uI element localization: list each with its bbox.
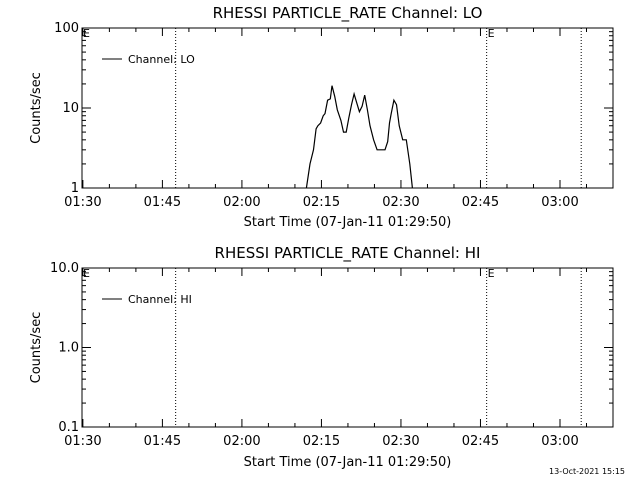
x-axis-label: Start Time (07-Jan-11 01:29:50) [244, 455, 452, 470]
y-axis-label: Counts/sec [29, 72, 44, 144]
series-line [305, 85, 413, 189]
y-tick-label: 10.0 [50, 261, 79, 276]
x-tick-label: 02:15 [303, 434, 340, 449]
chart-title: RHESSI PARTICLE_RATE Channel: LO [213, 4, 483, 23]
x-tick-label: 01:45 [144, 195, 181, 210]
plot-frame [81, 267, 614, 428]
x-tick-label: 02:00 [223, 195, 260, 210]
event-marker-label: E [488, 267, 495, 280]
y-tick-label: 0.1 [58, 420, 79, 435]
footer-timestamp: 13-Oct-2021 15:15 [549, 467, 625, 476]
x-tick-label: 02:45 [462, 434, 499, 449]
x-axis-label: Start Time (07-Jan-11 01:29:50) [244, 215, 452, 230]
y-tick-label: 1.0 [58, 341, 79, 356]
x-tick-label: 02:00 [223, 434, 260, 449]
x-tick-label: 01:45 [144, 434, 181, 449]
x-tick-label: 01:30 [64, 195, 101, 210]
legend-label: Channel: HI [128, 293, 192, 306]
y-tick-label: 100 [54, 21, 79, 36]
chart-panel-1: RHESSI PARTICLE_RATE Channel: LO 1 10 100 01… [29, 4, 614, 230]
x-tick-label: 02:15 [303, 195, 340, 210]
y-axis-label: Counts/sec [29, 312, 44, 384]
y-tick-label: 1 [71, 181, 79, 196]
y-tick-label: 10 [62, 101, 79, 116]
x-tick-label: 01:30 [64, 434, 101, 449]
plot-frame [81, 27, 614, 189]
x-tick-label: 02:30 [382, 195, 419, 210]
event-marker-label: E [488, 27, 495, 40]
x-tick-label: 03:00 [541, 195, 578, 210]
legend-label: Channel: LO [128, 53, 195, 66]
chart-panel-2: RHESSI PARTICLE_RATE Channel: HI 0.1 1.0 10… [29, 244, 614, 470]
event-marker-label: E [83, 267, 90, 280]
x-tick-label: 02:45 [462, 195, 499, 210]
x-tick-label: 03:00 [541, 434, 578, 449]
chart-title: RHESSI PARTICLE_RATE Channel: HI [215, 244, 481, 263]
x-tick-label: 02:30 [382, 434, 419, 449]
event-marker-label: E [83, 27, 90, 40]
